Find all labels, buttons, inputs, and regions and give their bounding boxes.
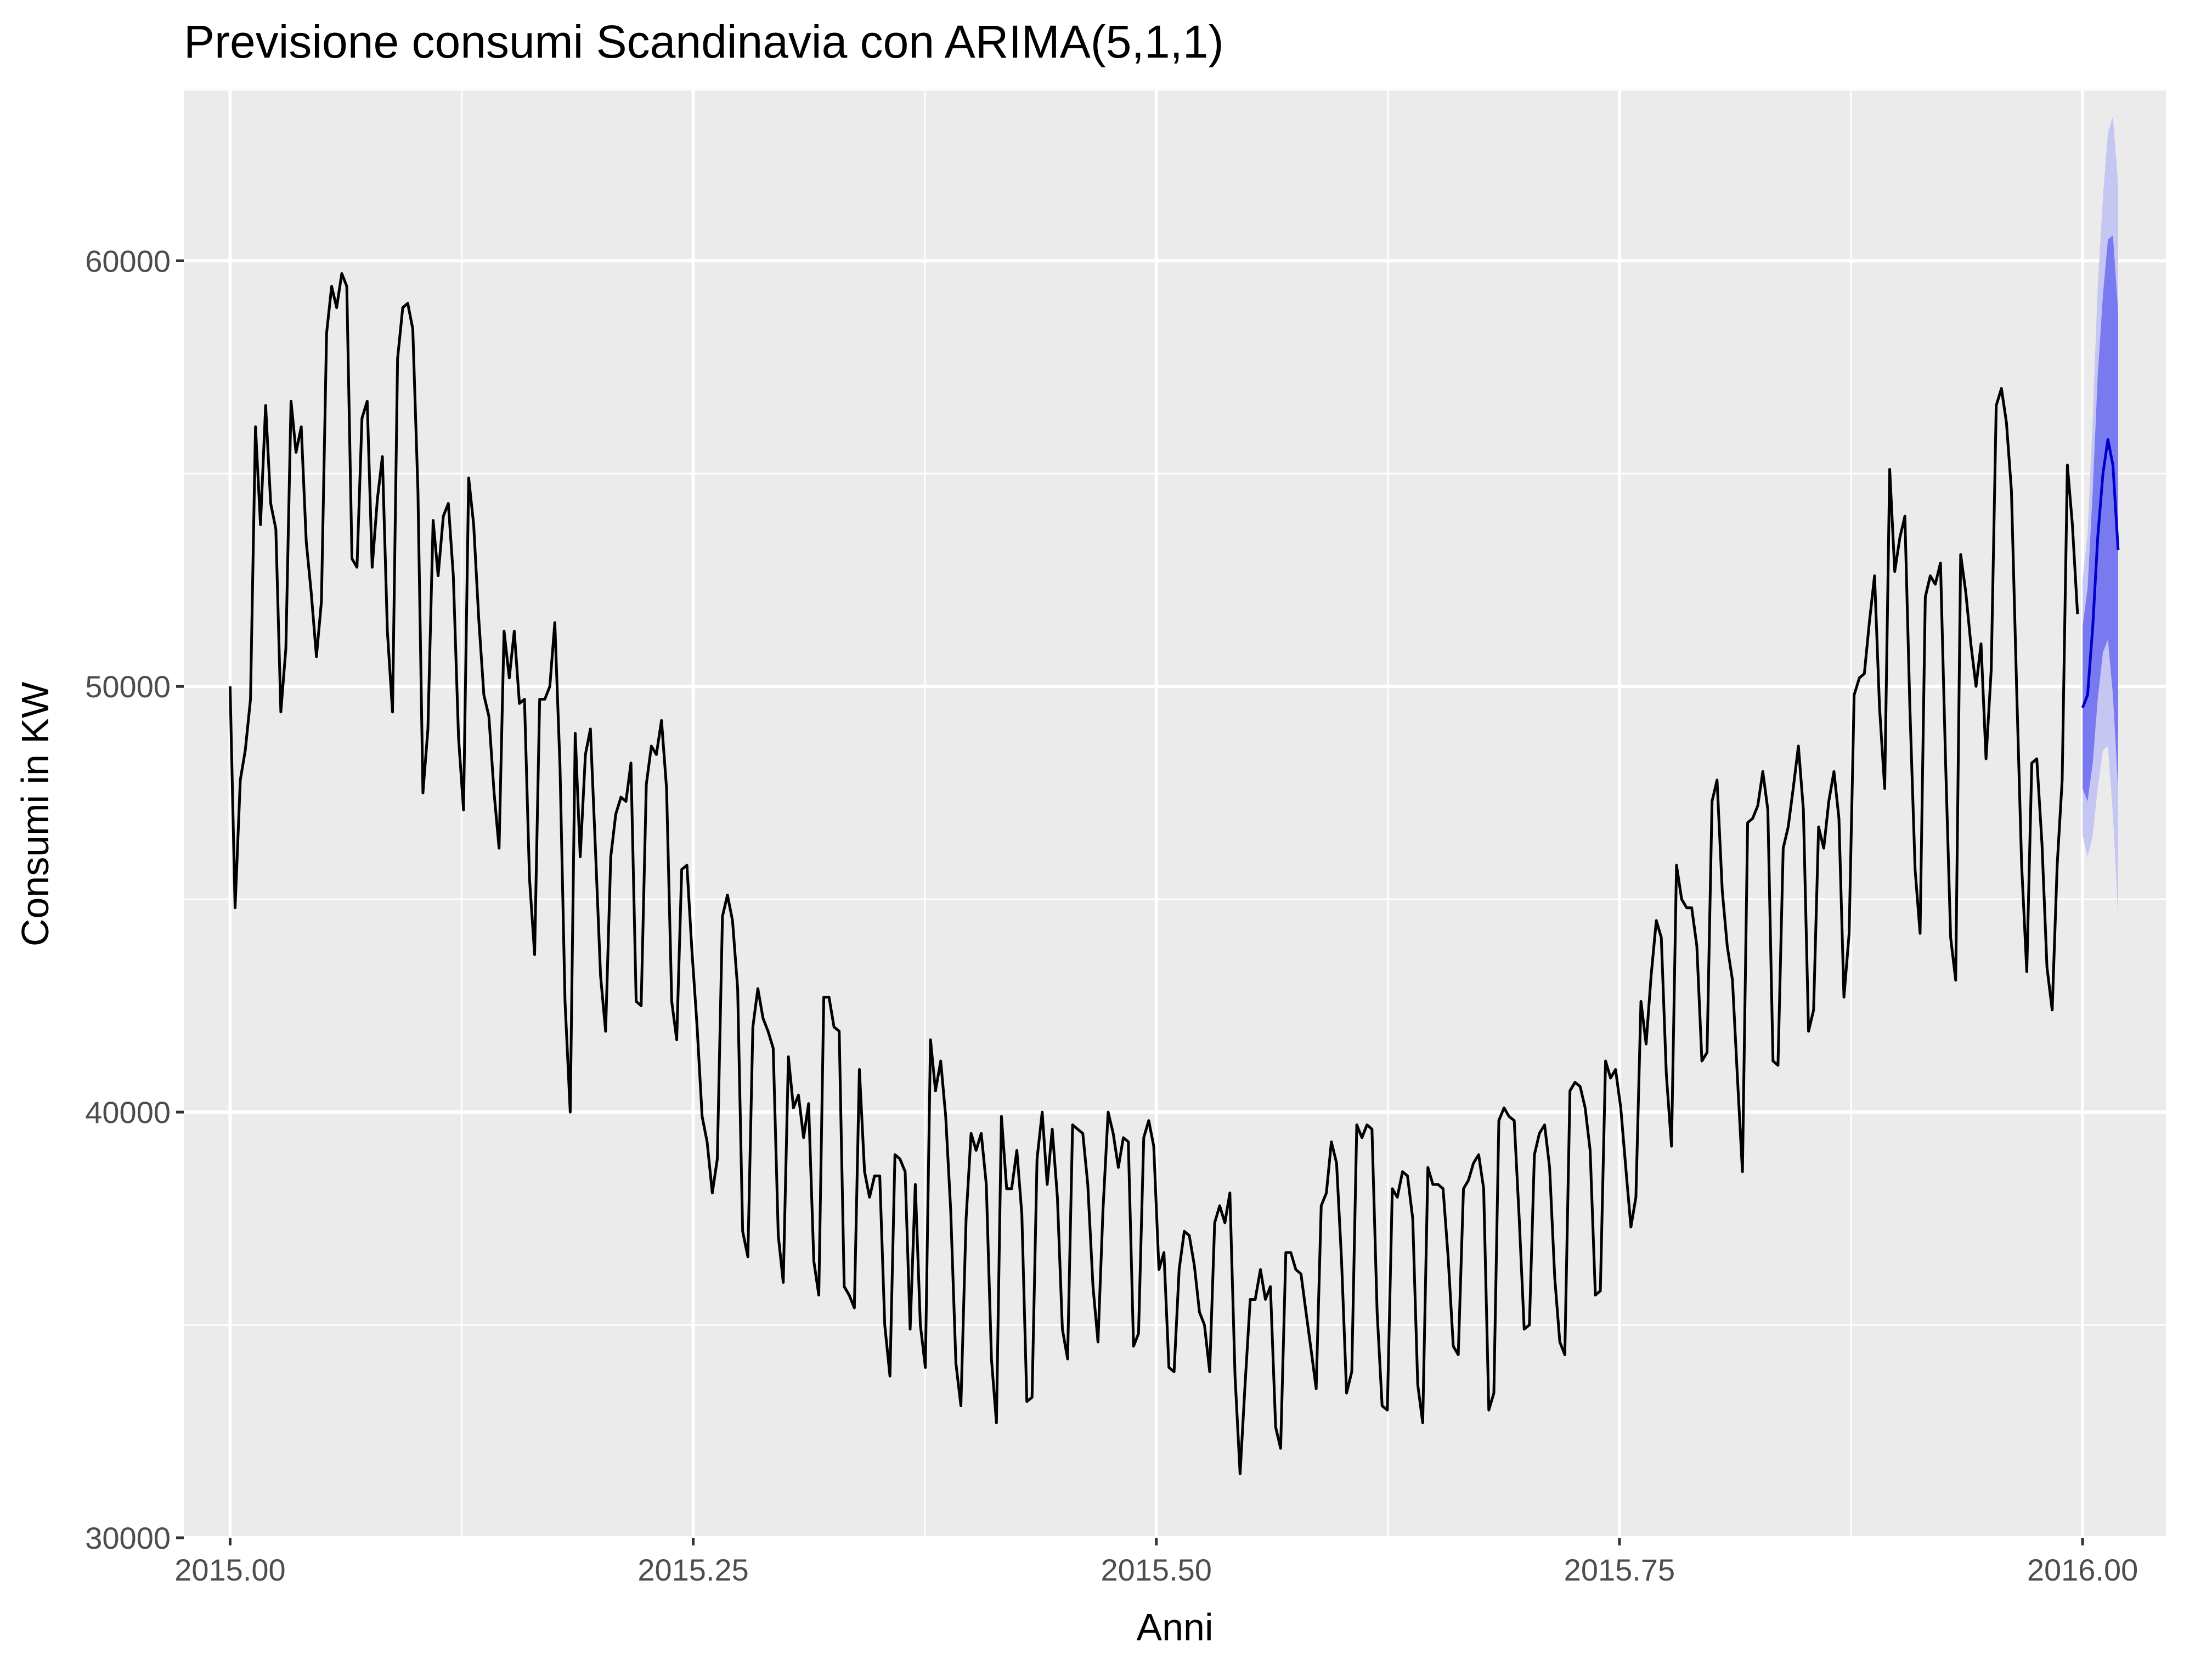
series-lines xyxy=(228,272,2120,1476)
axes xyxy=(176,259,2084,1545)
x-tick-label: 2015.50 xyxy=(1101,1553,1212,1587)
x-tick-label: 2015.00 xyxy=(174,1553,285,1587)
x-tick-label: 2016.00 xyxy=(2027,1553,2138,1587)
y-tick-label: 60000 xyxy=(85,244,171,278)
tick-labels: 2015.00 2015.25 2015.50 2015.75 2016.00 30000… xyxy=(85,244,2138,1587)
major-grid-lines xyxy=(184,91,2166,1539)
y-axis-title: Consumi in KW xyxy=(14,682,57,946)
x-tick-label: 2015.75 xyxy=(1564,1553,1675,1587)
forecast-line xyxy=(2081,438,2120,708)
x-axis-title: Anni xyxy=(1136,1606,1213,1649)
x-tick-label: 2015.25 xyxy=(637,1553,748,1587)
history-line xyxy=(228,272,2079,1476)
y-tick-label: 50000 xyxy=(85,669,171,704)
chart-title: Previsione consumi Scandinavia con ARIMA… xyxy=(184,16,1224,67)
minor-grid-lines xyxy=(184,91,2166,1538)
y-tick-label: 30000 xyxy=(85,1521,171,1555)
y-tick-label: 40000 xyxy=(85,1095,171,1130)
plot-panel xyxy=(184,91,2166,1538)
